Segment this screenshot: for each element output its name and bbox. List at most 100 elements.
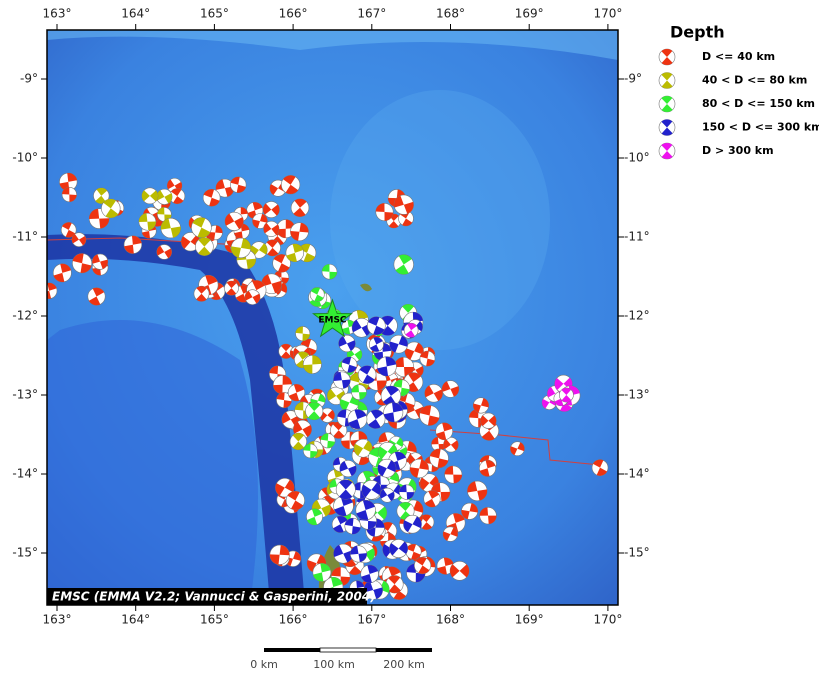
beachball [230, 237, 252, 259]
beachball-quadrant [156, 245, 172, 259]
beachball-quadrant [479, 460, 496, 477]
beachball-quadrant [203, 189, 220, 207]
lat-label: -13° [624, 388, 650, 402]
beachball [72, 253, 93, 274]
beachball [195, 237, 214, 256]
beachball-quadrant [444, 465, 462, 484]
beachball [436, 557, 455, 575]
beachball-quadrant [424, 456, 440, 472]
beachball-quadrant [341, 357, 357, 373]
lon-label: 168° [436, 613, 465, 627]
beachball-quadrant [393, 379, 410, 396]
lat-label: -11° [624, 230, 650, 244]
beachball-quadrant [361, 482, 381, 498]
beachball [409, 458, 429, 479]
beachball-quadrant [181, 234, 200, 249]
beachball [338, 334, 356, 353]
beachball [333, 543, 354, 564]
beachball-quadrant [473, 398, 489, 413]
beachball [441, 380, 460, 398]
beachball [87, 287, 106, 306]
beachball-quadrant [62, 222, 76, 238]
beachball-quadrant [461, 503, 478, 520]
beachball-quadrant [377, 356, 397, 377]
beachball-quadrant [480, 415, 497, 427]
beachball-quadrant [252, 213, 268, 229]
beachball [215, 178, 235, 198]
beachball-quadrant [292, 433, 305, 450]
beachball-quadrant [281, 411, 300, 427]
lon-label: 170° [593, 7, 622, 21]
beachball-quadrant [192, 217, 211, 238]
beachball-quadrant [300, 339, 317, 356]
beachball-quadrant [389, 335, 408, 353]
beachball-quadrant [320, 410, 335, 421]
beachball-quadrant [406, 563, 426, 583]
beachball [405, 543, 422, 560]
lat-label: -10° [624, 151, 650, 165]
credit-box [47, 588, 367, 605]
beachball [366, 409, 386, 429]
lat-label: -15° [624, 546, 650, 560]
beachball-quadrant [283, 175, 299, 194]
beachball-quadrant [320, 433, 336, 449]
beachball-quadrant [307, 554, 327, 572]
beachball-quadrant [347, 348, 362, 361]
beachball-quadrant [62, 187, 77, 202]
beachball-quadrant [171, 188, 184, 204]
beachball [230, 176, 247, 193]
beachball [403, 322, 419, 338]
beachball [658, 95, 676, 113]
emsc-label: EMSC [318, 315, 347, 325]
beachball [443, 437, 459, 453]
beachball-quadrant [333, 516, 348, 533]
beachball [398, 210, 414, 227]
beachball-quadrant [383, 402, 403, 422]
beachball-quadrant [510, 442, 525, 456]
beachball-quadrant [378, 444, 398, 460]
legend-label: 150 < D <= 300 km [702, 121, 819, 134]
beachball-quadrant [88, 287, 105, 306]
beachball-quadrant [333, 544, 353, 563]
beachball-quadrant [288, 384, 305, 401]
beachball [250, 241, 268, 259]
beachball [361, 479, 382, 500]
beachball-quadrant [103, 199, 119, 218]
beachball [202, 188, 221, 207]
beachball-quadrant [354, 440, 373, 456]
beachball-quadrant [436, 422, 453, 440]
lat-label: -14° [12, 467, 38, 481]
beachball-quadrant [296, 351, 309, 368]
beachball [376, 356, 397, 377]
beachball [341, 356, 358, 373]
beachball [272, 254, 291, 273]
scale-label: 100 km [313, 658, 355, 671]
beachball-quadrant [359, 365, 375, 384]
beachball [290, 198, 310, 217]
lon-label: 163° [43, 7, 72, 21]
beachball-quadrant [419, 405, 440, 426]
beachball-quadrant [350, 545, 367, 563]
beachball [285, 243, 304, 263]
beachball [138, 212, 157, 231]
beachball [404, 341, 424, 361]
beachball [360, 564, 379, 584]
beachball [289, 432, 307, 451]
beachball [442, 526, 458, 542]
lon-label: 169° [515, 613, 544, 627]
beachball [320, 433, 336, 449]
lon-label: 167° [357, 613, 386, 627]
beachball-quadrant [312, 499, 331, 517]
legend-label: D <= 40 km [702, 50, 775, 63]
beachball [275, 478, 295, 498]
beachball-quadrant [374, 343, 392, 361]
beachball-quadrant [276, 219, 295, 238]
beachball [244, 289, 261, 305]
lat-label: -14° [624, 467, 650, 481]
beachball-quadrant [467, 481, 488, 501]
beachball [309, 287, 325, 302]
lat-label: -10° [12, 151, 38, 165]
beachball-quadrant [53, 263, 72, 282]
beachball-quadrant [431, 482, 451, 502]
